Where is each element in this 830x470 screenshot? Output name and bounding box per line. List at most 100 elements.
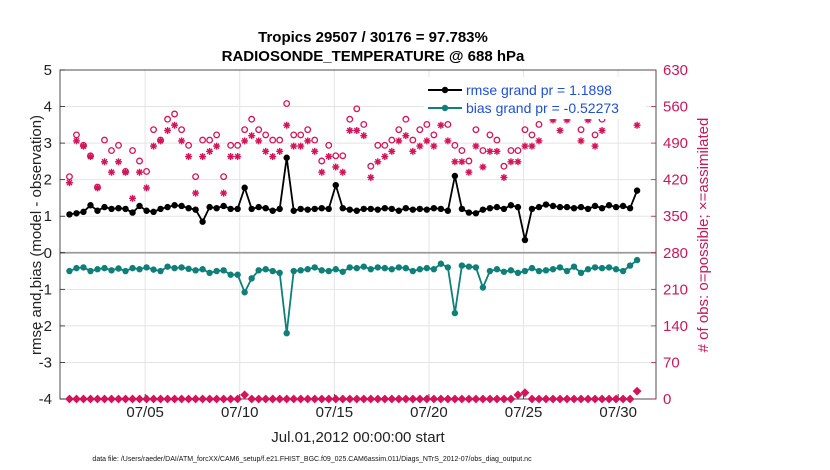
rmse-point xyxy=(255,203,262,211)
rmse-point xyxy=(437,205,445,213)
obs-possible-marker xyxy=(150,126,158,134)
bias-point xyxy=(234,271,241,278)
bias-point xyxy=(255,267,262,274)
bias-point xyxy=(486,267,494,275)
y-right-tick-label: 210 xyxy=(663,281,688,298)
obs-count-marker xyxy=(142,394,151,404)
obs-possible-marker xyxy=(290,131,298,139)
obs-assimilated-marker xyxy=(185,153,193,161)
bias-point xyxy=(283,330,290,337)
obs-assimilated-marker xyxy=(388,147,396,155)
bias-point xyxy=(311,264,318,271)
obs-possible-marker xyxy=(276,136,284,144)
obs-possible-marker xyxy=(444,120,452,128)
obs-count-marker xyxy=(625,394,635,404)
obs-assimilated-marker xyxy=(318,168,326,176)
rmse-point xyxy=(584,205,592,213)
obs-assimilated-marker xyxy=(234,153,242,161)
bias-point xyxy=(626,262,634,269)
obs-possible-marker xyxy=(318,157,326,165)
obs-count-marker xyxy=(149,394,158,404)
bias-point xyxy=(570,263,578,270)
obs-count-marker xyxy=(212,394,222,404)
obs-possible-marker xyxy=(402,115,410,123)
obs-possible-marker xyxy=(388,136,396,144)
obs-possible-marker xyxy=(409,136,417,144)
rmse-point xyxy=(409,206,417,213)
bias-point xyxy=(122,267,129,275)
bias-point xyxy=(66,267,73,275)
rmse-point xyxy=(87,202,94,209)
bias-point xyxy=(297,267,304,274)
x-tick-label: 07/15 xyxy=(316,404,354,421)
rmse-point xyxy=(157,205,164,213)
obs-count-marker xyxy=(415,394,425,404)
obs-possible-marker xyxy=(339,152,347,160)
obs-assimilated-marker xyxy=(416,142,424,150)
obs-count-marker xyxy=(170,394,179,404)
obs-possible-marker xyxy=(521,126,529,134)
obs-count-marker xyxy=(184,394,194,404)
rmse-point xyxy=(500,205,508,213)
rmse-point xyxy=(451,172,459,180)
bias-point xyxy=(115,265,122,272)
rmse-point xyxy=(234,205,241,213)
obs-assimilated-marker xyxy=(100,158,108,166)
obs-assimilated-marker xyxy=(367,173,375,181)
obs-assimilated-marker xyxy=(122,168,130,176)
obs-assimilated-marker xyxy=(395,137,403,145)
obs-possible-marker xyxy=(416,126,424,134)
obs-assimilated-marker xyxy=(269,153,277,161)
rmse-point xyxy=(556,203,564,211)
rmse-point xyxy=(612,203,620,211)
obs-count-marker xyxy=(359,394,369,404)
obs-count-marker xyxy=(401,394,411,404)
obs-count-marker xyxy=(373,394,383,404)
obs-possible-marker xyxy=(192,173,200,181)
bias-point xyxy=(374,264,381,271)
x-axis: 07/05 07/10 07/15 07/20 07/25 07/30 xyxy=(126,394,637,421)
obs-count-marker xyxy=(394,394,404,404)
obs-count-marker xyxy=(541,394,551,404)
obs-assimilated-marker xyxy=(493,147,501,155)
bias-point xyxy=(388,266,396,273)
obs-possible-marker xyxy=(297,131,305,139)
obs-assimilated-marker xyxy=(339,168,347,176)
obs-count-marker xyxy=(464,394,474,404)
rmse-point xyxy=(311,205,318,213)
obs-possible-marker xyxy=(136,157,143,165)
obs-assimilated-marker xyxy=(423,137,431,145)
rmse-point xyxy=(549,202,557,210)
obs-assimilated-marker xyxy=(402,132,410,140)
y-left-tick-label: 5 xyxy=(44,62,52,79)
obs-assimilated-marker xyxy=(108,168,116,176)
y-left-tick-label: -4 xyxy=(39,391,52,408)
rmse-point xyxy=(150,208,157,216)
bias-line xyxy=(69,259,638,334)
obs-assimilated-marker xyxy=(311,147,319,155)
obs-possible-marker xyxy=(241,126,249,134)
obs-count-marker xyxy=(135,394,144,404)
y-left-tick-label: 1 xyxy=(44,208,52,225)
rmse-point xyxy=(283,154,290,161)
rmse-point xyxy=(633,187,641,194)
obs-count-marker xyxy=(471,394,481,404)
rmse-point xyxy=(304,206,311,213)
obs-possible-marker xyxy=(304,126,312,134)
bias-point xyxy=(500,268,508,275)
obs-assimilated-marker xyxy=(115,158,123,166)
obs-possible-marker xyxy=(374,141,382,149)
obs-assimilated-marker xyxy=(178,137,186,145)
obs-possible-marker xyxy=(108,147,115,155)
x-tick-label: 07/10 xyxy=(221,404,259,421)
x-axis-label: Jul.01,2012 00:00:00 start xyxy=(271,429,445,446)
obs-count-marker xyxy=(198,394,208,404)
y-axis-right-label: # of obs: o=possible; ×=assimilated xyxy=(695,118,712,353)
obs-count-marker xyxy=(583,394,593,404)
obs-possible-marker xyxy=(458,147,466,155)
bias-point xyxy=(542,267,550,274)
bias-point xyxy=(409,267,417,275)
obs-assimilated-marker xyxy=(633,121,641,129)
rmse-point xyxy=(367,205,374,213)
obs-possible-marker xyxy=(381,141,389,149)
